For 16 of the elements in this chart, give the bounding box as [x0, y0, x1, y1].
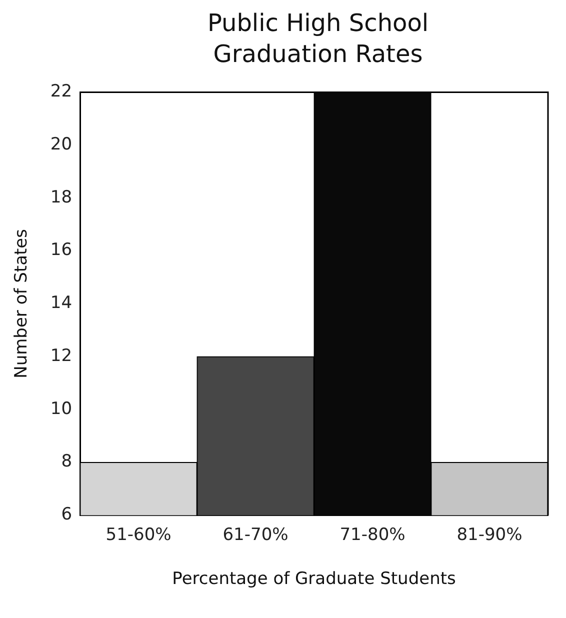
x-tick-label: 81-90%	[456, 525, 522, 546]
y-tick-label: 20	[50, 134, 72, 155]
x-tick-label: 61-70%	[222, 525, 288, 546]
y-tick-label: 8	[61, 452, 72, 472]
x-tick-label: 71-80%	[340, 525, 406, 546]
y-tick-label: 16	[50, 240, 72, 261]
y-tick-label: 12	[50, 346, 72, 366]
y-tick-label: 22	[50, 82, 72, 102]
x-tick-label: 51-60%	[106, 525, 172, 546]
y-tick-label: 14	[50, 293, 72, 314]
x-axis-title: Percentage of Graduate Students	[172, 570, 456, 590]
y-axis-title: Number of States	[12, 229, 32, 379]
chart-title: Public High School Graduation Rates	[206, 8, 430, 70]
y-tick-label: 10	[50, 399, 72, 420]
y-tick-label: 6	[61, 504, 72, 525]
y-tick-label: 18	[50, 188, 72, 208]
